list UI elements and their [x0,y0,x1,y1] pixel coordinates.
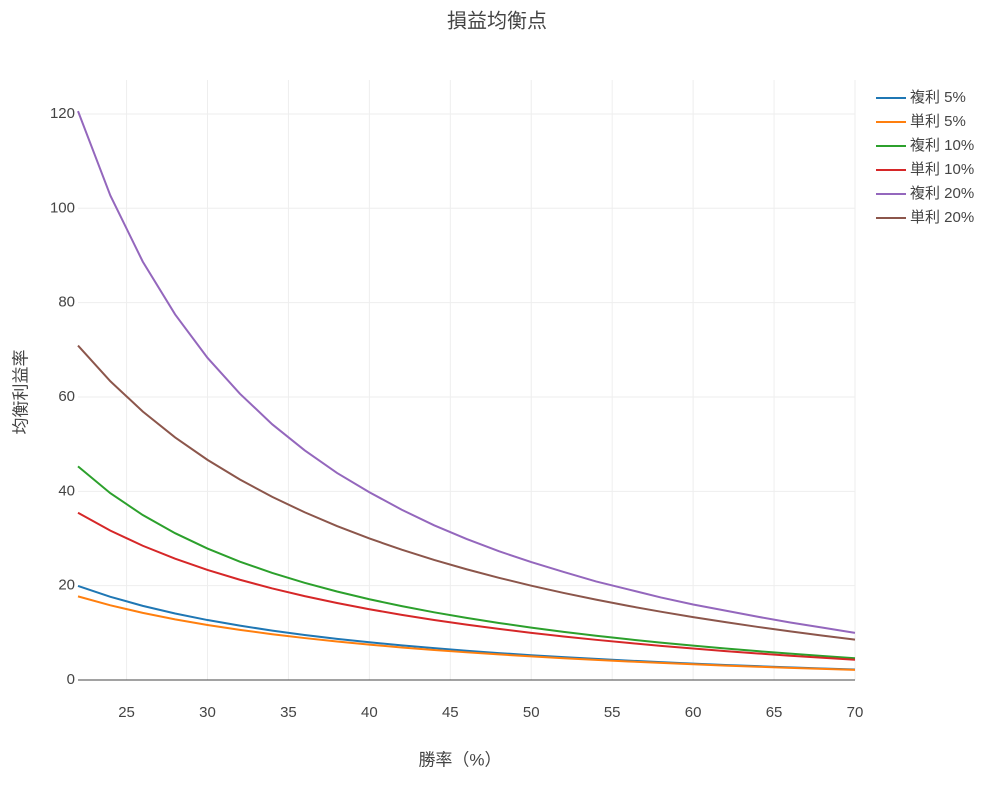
y-axis-label: 均衡利益率 [11,350,30,435]
line-series [77,511,856,661]
legend-label: 複利 5% [910,89,966,106]
line-series [77,110,856,634]
y-tick-label: 60 [58,388,75,405]
x-tick-label: 50 [523,704,540,721]
x-tick-label: 65 [766,704,783,721]
y-tick-label: 40 [58,482,75,499]
x-tick-label: 35 [280,704,297,721]
legend-label: 単利 20% [910,209,974,226]
y-tick-label: 20 [58,577,75,594]
y-tick-label: 80 [58,294,75,311]
x-axis-label: 勝率（%） [418,750,501,769]
y-tick-label: 0 [67,671,75,688]
line-series [77,584,856,671]
x-tick-label: 45 [442,704,459,721]
x-tick-label: 25 [118,704,135,721]
x-tick-label: 30 [199,704,216,721]
legend-label: 複利 20% [910,185,974,202]
legend-label: 単利 5% [910,113,966,130]
y-tick-label: 100 [50,199,75,216]
chart-title: 損益均衡点 [447,9,547,32]
legend-label: 単利 10% [910,161,974,178]
x-tick-label: 60 [685,704,702,721]
legend-label: 複利 10% [910,137,974,154]
line-series [77,465,856,660]
line-series [77,344,856,641]
x-tick-label: 40 [361,704,378,721]
x-tick-label: 55 [604,704,621,721]
y-tick-label: 120 [50,105,75,122]
x-tick-label: 70 [847,704,864,721]
line-series [77,595,856,671]
